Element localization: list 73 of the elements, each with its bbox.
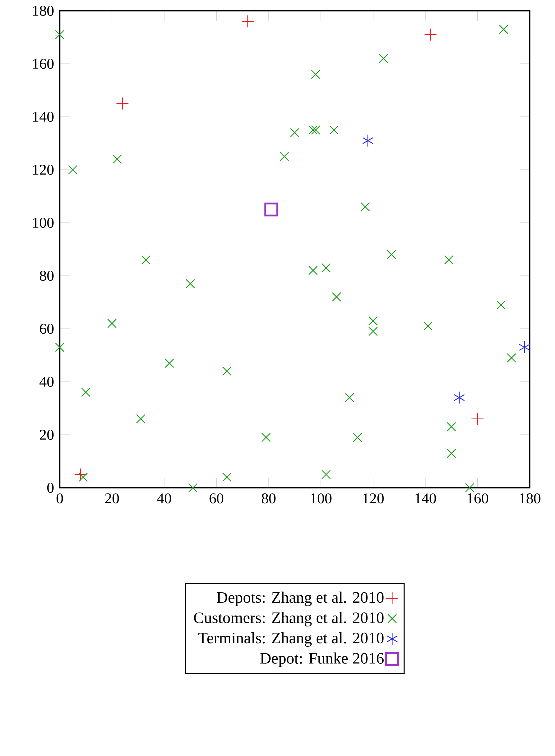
point bbox=[379, 54, 388, 64]
point bbox=[499, 24, 509, 34]
point bbox=[330, 126, 339, 135]
legend-label: Customers: Zhang et al. 2010 bbox=[194, 612, 384, 627]
point bbox=[311, 70, 321, 80]
y-tick-label: 20 bbox=[40, 430, 54, 440]
point bbox=[116, 97, 130, 110]
point bbox=[360, 202, 370, 212]
x-tick-label: 80 bbox=[262, 494, 276, 504]
x-tick-label: 140 bbox=[416, 494, 436, 504]
point bbox=[112, 154, 122, 164]
point bbox=[368, 316, 378, 326]
point bbox=[108, 319, 117, 328]
point bbox=[74, 468, 88, 482]
point bbox=[280, 152, 290, 162]
point bbox=[55, 30, 65, 40]
y-tick-label: 100 bbox=[33, 218, 54, 228]
point bbox=[165, 358, 174, 368]
point bbox=[424, 28, 438, 42]
legend-label: Depot: Funke 2016 bbox=[260, 652, 384, 668]
point bbox=[424, 322, 433, 331]
point bbox=[345, 393, 354, 403]
point bbox=[81, 388, 91, 398]
y-tick-label: 120 bbox=[33, 164, 54, 176]
point bbox=[242, 15, 254, 28]
x-tick-label: 60 bbox=[210, 494, 224, 504]
point bbox=[386, 250, 396, 260]
y-tick-label: 140 bbox=[33, 112, 54, 122]
x-tick-label: 20 bbox=[105, 494, 120, 504]
point bbox=[136, 414, 146, 424]
point bbox=[519, 341, 530, 354]
point bbox=[454, 392, 466, 404]
point bbox=[68, 165, 78, 175]
point bbox=[353, 433, 362, 442]
x-tick-label: 100 bbox=[311, 494, 332, 504]
y-tick-label: 0 bbox=[48, 482, 54, 494]
x-tick-label: 180 bbox=[520, 494, 541, 504]
point bbox=[368, 327, 378, 336]
point bbox=[308, 266, 318, 276]
point bbox=[142, 255, 151, 265]
y-tick-label: 60 bbox=[40, 324, 54, 334]
y-tick-label: 80 bbox=[40, 270, 54, 282]
point bbox=[186, 279, 196, 289]
x-tick-label: 120 bbox=[363, 494, 384, 504]
point bbox=[264, 202, 278, 217]
point bbox=[222, 366, 232, 376]
y-tick-label: 40 bbox=[40, 376, 54, 388]
y-tick-label: 180 bbox=[33, 6, 54, 16]
point bbox=[322, 470, 331, 480]
point bbox=[311, 126, 321, 135]
point bbox=[507, 354, 516, 363]
y-tick-label: 160 bbox=[33, 58, 54, 70]
x-tick-label: 160 bbox=[468, 494, 488, 504]
point bbox=[447, 422, 456, 432]
x-tick-label: 40 bbox=[157, 494, 172, 504]
point bbox=[78, 472, 88, 482]
point bbox=[188, 483, 198, 493]
legend-label: Terminals: Zhang et al. 2010 bbox=[198, 632, 384, 647]
point bbox=[465, 483, 475, 493]
point bbox=[496, 300, 506, 310]
point bbox=[471, 412, 484, 426]
point bbox=[262, 433, 271, 442]
point bbox=[362, 134, 374, 148]
point bbox=[290, 128, 300, 138]
point bbox=[222, 472, 232, 482]
point bbox=[308, 126, 318, 135]
point bbox=[444, 255, 454, 265]
point bbox=[55, 342, 65, 352]
point bbox=[332, 292, 342, 302]
legend-label: Depots: Zhang et al. 2010 bbox=[217, 592, 384, 606]
point bbox=[447, 448, 456, 458]
x-tick-label: 0 bbox=[56, 494, 64, 504]
point bbox=[322, 263, 331, 273]
